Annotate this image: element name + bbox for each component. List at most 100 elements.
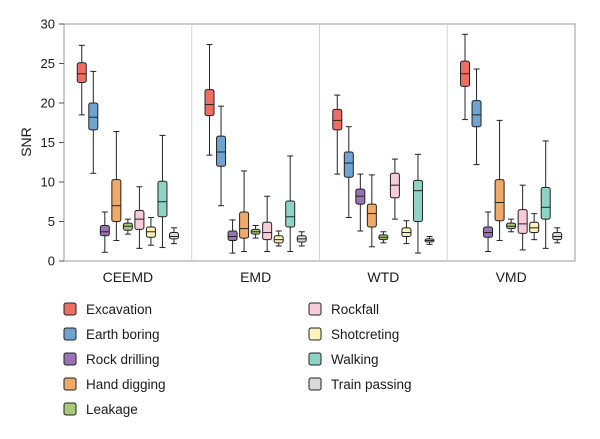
legend-swatch (63, 327, 77, 341)
box-shotcreting (401, 220, 412, 245)
legend-label: Leakage (86, 402, 138, 417)
iqr-box (494, 179, 505, 222)
box-rockfall (517, 184, 528, 251)
box-walking (157, 134, 168, 249)
legend-swatch (63, 302, 77, 316)
box-rockfall (262, 195, 273, 253)
legend: Excavation Earth boring Rock drilling Hand … (63, 302, 412, 417)
legend-swatch (308, 352, 322, 366)
y-axis: 0 5 10 15 20 25 30 (41, 17, 64, 269)
box-leakage (378, 231, 389, 244)
iqr-box (168, 232, 179, 240)
legend-label: Rock drilling (86, 352, 160, 367)
box-rock-drilling (99, 211, 110, 253)
legend-label: Walking (331, 352, 379, 367)
y-tick-label: 30 (41, 17, 55, 32)
box-rockfall (134, 186, 145, 249)
box-excavation (460, 33, 471, 121)
y-axis-title: SNR (18, 127, 34, 157)
iqr-box (517, 209, 528, 234)
box-train-passing (168, 227, 179, 245)
group-label: EMD (240, 269, 271, 285)
iqr-box (227, 230, 238, 241)
box-train-passing (424, 236, 435, 245)
legend-item: Excavation (63, 302, 152, 317)
box-walking (540, 140, 551, 249)
box-rock-drilling (355, 173, 366, 232)
y-tick-label: 15 (41, 135, 55, 150)
legend-label: Hand digging (86, 377, 166, 392)
iqr-box (332, 108, 343, 131)
y-tick-label: 25 (41, 56, 55, 71)
legend-swatch (308, 377, 322, 391)
box-excavation (76, 44, 87, 116)
iqr-box (88, 102, 99, 131)
box-train-passing (296, 231, 307, 247)
y-tick-label: 10 (41, 175, 55, 190)
box-rock-drilling (483, 211, 494, 253)
legend-label: Rockfall (331, 302, 379, 317)
iqr-box (239, 211, 250, 239)
legend-swatch (63, 402, 77, 416)
box-train-passing (552, 227, 563, 244)
legend-label: Excavation (86, 302, 152, 317)
iqr-box (76, 62, 87, 83)
group-label: CEEMD (103, 269, 154, 285)
iqr-box (285, 200, 296, 228)
iqr-box (99, 224, 110, 237)
legend-item: Hand digging (63, 377, 166, 392)
iqr-box (471, 100, 482, 128)
box-hand-digging (366, 174, 377, 248)
box-walking (285, 155, 296, 253)
box-hand-digging (111, 130, 122, 241)
iqr-box (412, 179, 423, 222)
legend-item: Train passing (308, 377, 412, 392)
group-dividers (191, 24, 448, 261)
iqr-box (204, 89, 215, 117)
iqr-box (216, 135, 227, 167)
x-axis: CEEMD EMD WTD VMD (103, 269, 527, 285)
legend-item: Rock drilling (63, 352, 160, 367)
iqr-box (111, 179, 122, 223)
box-leakage (506, 218, 517, 233)
box-earth-boring (343, 126, 354, 219)
legend-item: Earth boring (63, 327, 160, 342)
box-excavation (204, 44, 215, 156)
legend-swatch (308, 302, 322, 316)
legend-item: Leakage (63, 402, 138, 417)
legend-label: Shotcreting (331, 327, 399, 342)
box-shotcreting (529, 213, 540, 241)
iqr-box (262, 221, 273, 241)
iqr-box (134, 209, 145, 230)
iqr-box (366, 203, 377, 228)
box-shotcreting (145, 217, 156, 246)
box-rockfall (389, 158, 400, 220)
box-earth-boring (88, 70, 99, 174)
group-label: WTD (367, 269, 399, 285)
legend-label: Earth boring (86, 327, 160, 342)
box-excavation (332, 94, 343, 175)
iqr-box (540, 187, 551, 220)
y-tick-label: 0 (48, 254, 55, 269)
legend-swatch (308, 327, 322, 341)
box-leakage (250, 224, 261, 239)
legend-item: Walking (308, 352, 379, 367)
legend-item: Shotcreting (308, 327, 399, 342)
box-hand-digging (494, 119, 505, 241)
box-walking (412, 153, 423, 254)
box-rock-drilling (227, 219, 238, 254)
box-shotcreting (273, 230, 284, 247)
y-tick-label: 5 (48, 214, 55, 229)
y-tick-label: 20 (41, 96, 55, 111)
legend-swatch (63, 352, 77, 366)
legend-item: Rockfall (308, 302, 379, 317)
group-label: VMD (496, 269, 527, 285)
box-hand-digging (239, 170, 250, 253)
iqr-box (343, 151, 354, 178)
box-leakage (122, 218, 133, 235)
box-series (76, 33, 563, 254)
legend-label: Train passing (331, 377, 412, 392)
box-earth-boring (471, 68, 482, 166)
legend-swatch (63, 377, 77, 391)
iqr-box (157, 180, 168, 218)
